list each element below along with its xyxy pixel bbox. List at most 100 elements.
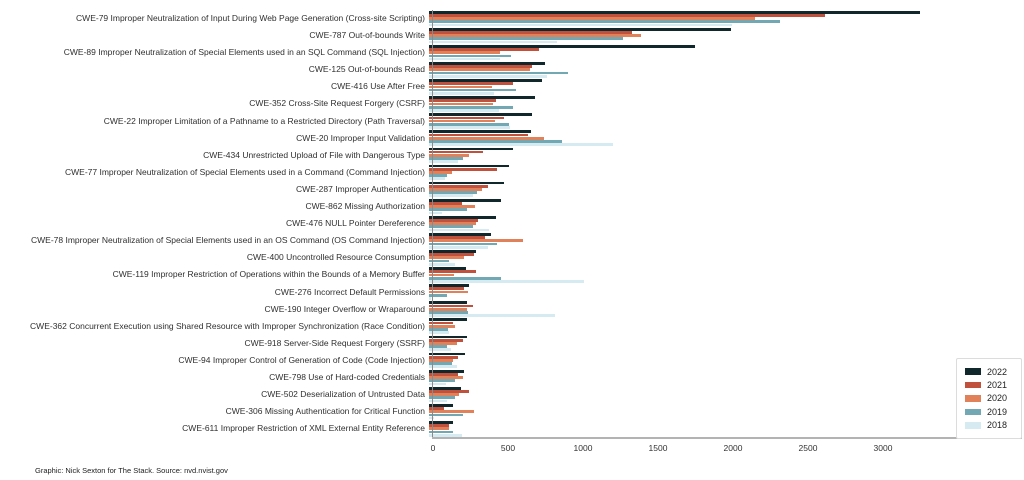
category-label: CWE-89 Improper Neutralization of Specia… (63, 47, 425, 58)
bar-2018 (429, 177, 445, 181)
chart-row: CWE-918 Server-Side Request Forgery (SSR… (0, 335, 1024, 352)
bar-2020 (429, 153, 469, 157)
legend-swatch-2022 (965, 368, 981, 375)
bar-2021 (429, 338, 463, 342)
bar-2019 (429, 140, 562, 143)
category-label: CWE-119 Improper Restriction of Operatio… (112, 269, 425, 280)
bar-2018 (429, 74, 547, 78)
bar-2021 (429, 82, 513, 86)
bar-2020 (429, 290, 468, 294)
bar-2019 (429, 122, 509, 126)
chart-row: CWE-78 Improper Neutralization of Specia… (0, 232, 1024, 249)
category-label: CWE-434 Unrestricted Upload of File with… (203, 149, 425, 160)
bar-2020 (429, 307, 467, 311)
bar-2022 (429, 386, 462, 390)
bar-2021 (429, 253, 474, 257)
bar-2022 (429, 62, 545, 65)
x-tick-label-1000: 1000 (573, 443, 593, 453)
chart-row: CWE-89 Improper Neutralization of Specia… (0, 44, 1024, 61)
bar-2018 (429, 297, 432, 300)
bar-2021 (429, 390, 469, 393)
bar-2018 (429, 40, 558, 44)
category-label: CWE-276 Incorrect Default Permissions (274, 286, 425, 297)
chart-row: CWE-79 Improper Neutralization of Input … (0, 10, 1024, 27)
legend-label-2019: 2019 (987, 406, 1008, 417)
bar-2022 (429, 335, 467, 339)
bar-group (429, 113, 1024, 130)
bar-group (429, 335, 1024, 352)
bar-group (429, 369, 1024, 386)
bar-group (429, 403, 1024, 420)
bar-group (429, 198, 1024, 215)
bar-2022 (429, 318, 467, 322)
bar-2018 (429, 211, 442, 215)
legend-label-2020: 2020 (987, 393, 1008, 404)
bar-group (429, 215, 1024, 232)
bar-group (429, 44, 1024, 61)
bar-group (429, 301, 1024, 318)
bar-2022 (429, 164, 510, 168)
category-label: CWE-287 Improper Authentication (296, 183, 425, 194)
bar-2020 (429, 119, 495, 123)
bar-2020 (429, 393, 459, 396)
bar-group (429, 266, 1024, 283)
bar-2022 (429, 215, 496, 219)
y-axis-line (432, 10, 433, 438)
bar-group (429, 147, 1024, 164)
bar-2021 (429, 65, 532, 69)
legend-swatch-2019 (965, 408, 981, 416)
bar-2018 (429, 314, 555, 317)
chart-row: CWE-416 Use After Free (0, 78, 1024, 95)
chart-credit: Graphic: Nick Sexton for The Stack. Sour… (35, 466, 228, 475)
category-label: CWE-306 Missing Authentication for Criti… (225, 406, 425, 417)
bar-2020 (429, 273, 454, 277)
bar-group (429, 284, 1024, 301)
bar-2018 (429, 365, 457, 369)
bar-2020 (429, 341, 457, 345)
chart-row: CWE-125 Out-of-bounds Read (0, 61, 1024, 78)
x-tick-label-3000: 3000 (873, 443, 893, 453)
bar-2021 (429, 270, 477, 274)
bar-2022 (429, 421, 453, 424)
legend-swatch-2018 (965, 422, 981, 429)
bar-2022 (429, 10, 920, 14)
bar-2019 (429, 71, 568, 75)
bar-2018 (429, 331, 450, 334)
bar-2020 (429, 205, 475, 208)
bar-2019 (429, 242, 497, 246)
bar-group (429, 164, 1024, 181)
bar-2018 (429, 279, 584, 283)
bar-group (429, 181, 1024, 198)
bar-2020 (429, 410, 474, 414)
bar-2021 (429, 202, 462, 205)
bar-2018 (429, 399, 447, 403)
category-label: CWE-362 Concurrent Execution using Share… (30, 320, 425, 331)
category-label: CWE-400 Uncontrolled Resource Consumptio… (246, 252, 425, 263)
x-axis-line (432, 437, 1022, 439)
bar-2019 (429, 396, 455, 400)
bar-2021 (429, 13, 825, 17)
bar-2022 (429, 284, 469, 288)
chart-row: CWE-434 Unrestricted Upload of File with… (0, 147, 1024, 164)
bar-2022 (429, 352, 465, 356)
bar-2018 (429, 91, 494, 95)
category-label: CWE-77 Improper Neutralization of Specia… (65, 166, 425, 177)
bar-2019 (429, 293, 447, 297)
bar-2022 (429, 79, 542, 82)
legend-label-2022: 2022 (987, 366, 1008, 377)
legend-swatch-2021 (965, 381, 981, 389)
bar-2019 (429, 191, 477, 195)
bar-2022 (429, 369, 464, 373)
bar-2021 (429, 355, 459, 359)
bar-2020 (429, 34, 641, 38)
legend-item-2021: 2021 (965, 378, 1021, 391)
bar-2022 (429, 147, 513, 151)
bar-group (429, 352, 1024, 369)
bar-2018 (429, 262, 456, 266)
x-tick-label-2000: 2000 (723, 443, 743, 453)
bar-2022 (429, 96, 535, 100)
category-label: CWE-862 Missing Authorization (305, 201, 425, 212)
category-label: CWE-352 Cross-Site Request Forgery (CSRF… (249, 98, 425, 109)
bar-2018 (429, 160, 458, 164)
bar-2022 (429, 250, 477, 253)
